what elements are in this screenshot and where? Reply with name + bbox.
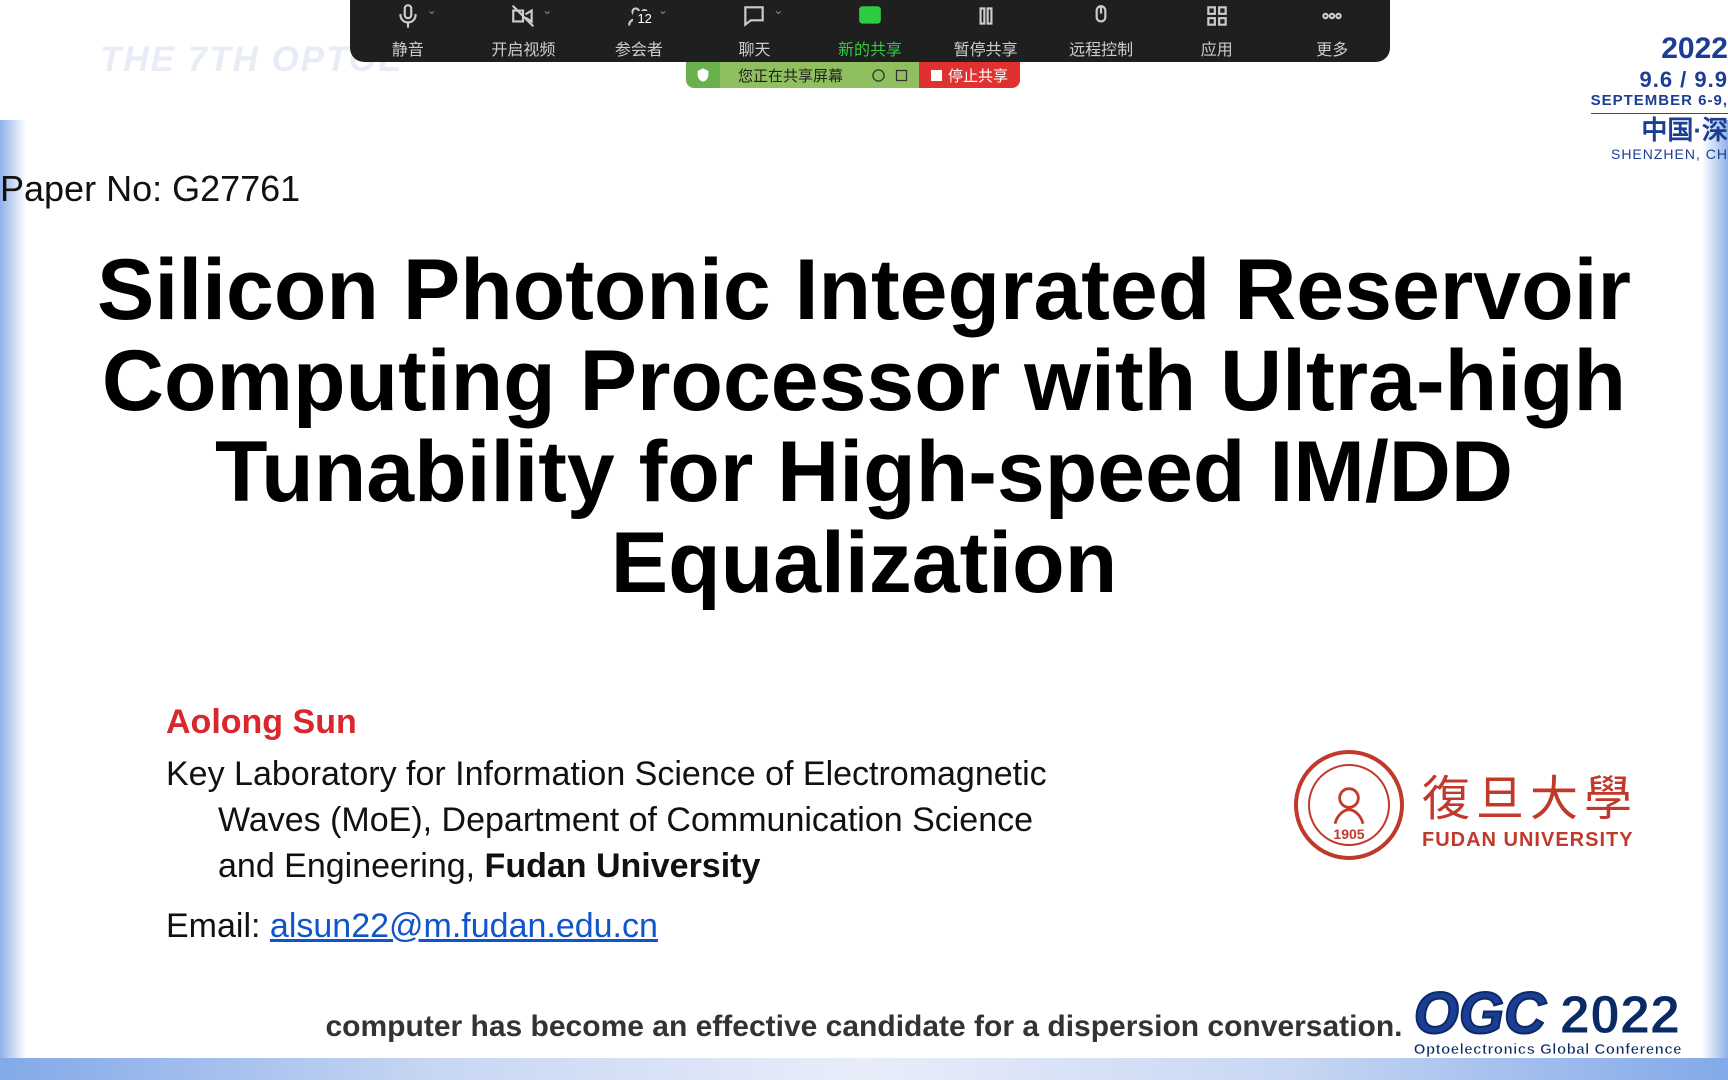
zoom-pause-label: 暂停共享 <box>954 36 1018 60</box>
chevron-down-icon[interactable]: ⌄ <box>427 3 437 17</box>
fudan-seal-icon: 1905 <box>1294 750 1404 860</box>
affil-line3b: Fudan University <box>485 847 761 885</box>
frame-left <box>0 120 26 1058</box>
participant-count-badge: 12 <box>633 11 655 26</box>
ogc-badge: OGC 2022 Optoelectronics Global Conferen… <box>1414 980 1682 1058</box>
zoom-mute-label: 静音 <box>392 36 424 60</box>
affiliation: Key Laboratory for Information Science o… <box>166 752 1246 890</box>
email-line: Email: alsun22@m.fudan.edu.cn <box>166 904 1246 950</box>
zoom-video-button[interactable]: ⌄ 开启视频 <box>466 0 582 62</box>
zoom-people-label: 参会者 <box>615 36 663 60</box>
camera-off-icon <box>510 3 536 29</box>
ogc-mark: OGC <box>1414 980 1546 1047</box>
dots-icon <box>1319 3 1345 29</box>
affil-line3a: and Engineering, <box>218 847 485 885</box>
zoom-sharing-strip: 您正在共享屏幕 停止共享 <box>686 62 1020 88</box>
mouse-icon <box>1088 3 1114 29</box>
zoom-apps-button[interactable]: 应用 <box>1159 0 1275 62</box>
fudan-year: 1905 <box>1333 826 1364 842</box>
author-name: Aolong Sun <box>166 700 1246 746</box>
stop-icon <box>931 70 942 81</box>
fudan-name-zh: 復旦大學 <box>1422 759 1638 829</box>
frame-bottom <box>0 1058 1728 1080</box>
affil-line1: Key Laboratory for Information Science o… <box>166 755 1047 793</box>
chevron-down-icon[interactable]: ⌄ <box>658 3 668 17</box>
zoom-mute-button[interactable]: ⌄ 静音 <box>350 0 466 62</box>
banner-dates-long: SEPTEMBER 6-9, <box>1591 92 1728 109</box>
chat-icon <box>741 3 767 29</box>
zoom-share-button[interactable]: 新的共享 <box>812 0 928 62</box>
zoom-chat-label: 聊天 <box>738 36 770 60</box>
chevron-down-icon[interactable]: ⌄ <box>773 3 783 17</box>
banner-year: 2022 <box>1591 32 1728 67</box>
banner-location-zh: 中国·深 <box>1591 116 1728 146</box>
university-logo: 1905 復旦大學 FUDAN UNIVERSITY <box>1294 750 1638 860</box>
ogc-subtitle: Optoelectronics Global Conference <box>1414 1041 1682 1058</box>
affil-line2: Waves (MoE), Department of Communication… <box>218 801 1033 839</box>
slide-title: Silicon Photonic Integrated Reservoir Co… <box>60 245 1668 610</box>
stop-share-button[interactable]: 停止共享 <box>919 62 1020 88</box>
zoom-pause-button[interactable]: 暂停共享 <box>928 0 1044 62</box>
stop-share-label: 停止共享 <box>948 65 1008 86</box>
banner-location-en: SHENZHEN, CH <box>1591 146 1728 162</box>
author-block: Aolong Sun Key Laboratory for Informatio… <box>166 700 1246 949</box>
email-link[interactable]: alsun22@m.fudan.edu.cn <box>270 907 658 945</box>
zoom-more-label: 更多 <box>1316 36 1348 60</box>
zoom-remote-label: 远程控制 <box>1069 36 1133 60</box>
shield-icon[interactable] <box>686 62 720 88</box>
zoom-more-button[interactable]: 更多 <box>1275 0 1391 62</box>
ogc-year: 2022 <box>1560 984 1680 1046</box>
fudan-name-en: FUDAN UNIVERSITY <box>1422 829 1638 852</box>
sharing-message: 您正在共享屏幕 <box>720 62 861 88</box>
paper-number: Paper No: G27761 <box>0 168 300 210</box>
banner-meta: 2022 9.6 / 9.9 SEPTEMBER 6-9, 中国·深 SHENZ… <box>1591 32 1728 162</box>
zoom-remote-button[interactable]: 远程控制 <box>1043 0 1159 62</box>
zoom-video-label: 开启视频 <box>491 36 555 60</box>
zoom-apps-label: 应用 <box>1201 36 1233 60</box>
zoom-chat-button[interactable]: ⌄ 聊天 <box>697 0 813 62</box>
chevron-down-icon[interactable]: ⌄ <box>542 3 552 17</box>
pause-icon <box>973 3 999 29</box>
zoom-toolbar: ⌄静音⌄开启视频12⌄参会者⌄聊天新的共享暂停共享远程控制应用更多 <box>350 0 1390 62</box>
sharing-extra-icons[interactable] <box>861 62 919 88</box>
frame-right <box>1702 120 1728 1058</box>
banner-dates-short: 9.6 / 9.9 <box>1591 67 1728 92</box>
banner-title-zh: 第七届全球光电大会 <box>332 68 683 119</box>
apps-icon <box>1204 3 1230 29</box>
email-label: Email: <box>166 907 270 945</box>
share-icon <box>857 3 883 29</box>
zoom-people-button[interactable]: 12⌄ 参会者 <box>581 0 697 62</box>
mic-icon <box>395 3 421 29</box>
zoom-share-label: 新的共享 <box>838 36 902 60</box>
